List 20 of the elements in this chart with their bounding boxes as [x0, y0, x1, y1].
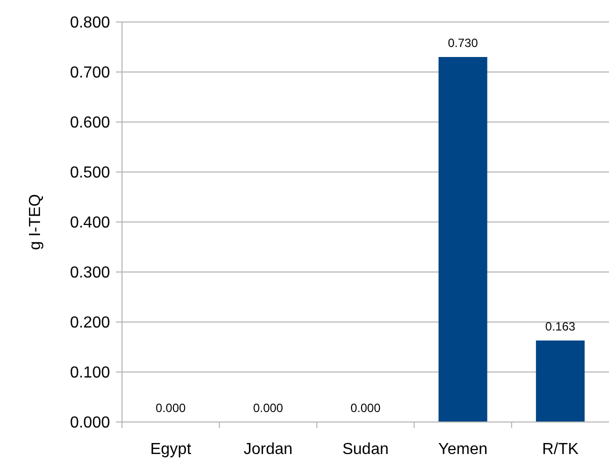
data-label: 0.000 — [253, 401, 284, 415]
y-axis-title: g I-TEQ — [27, 194, 44, 250]
y-tick-label: 0.000 — [70, 414, 110, 432]
y-tick-label: 0.200 — [70, 314, 110, 332]
y-tick-label: 0.700 — [70, 64, 110, 82]
data-label: 0.000 — [156, 401, 186, 415]
y-tick-label: 0.600 — [70, 114, 110, 132]
x-tick-label: Jordan — [244, 441, 293, 458]
y-tick-label: 0.500 — [70, 164, 110, 182]
x-tick-label: Egypt — [150, 441, 192, 458]
data-label: 0.163 — [545, 320, 576, 334]
data-label: 0.000 — [350, 401, 381, 415]
y-tick-label: 0.400 — [70, 214, 110, 232]
x-tick-label: Yemen — [438, 441, 488, 458]
y-tick-label: 0.800 — [70, 14, 110, 32]
y-tick-label: 0.300 — [70, 264, 110, 282]
x-tick-label: Sudan — [342, 441, 389, 458]
data-label: 0.730 — [448, 36, 478, 50]
x-tick-label: R/TK — [542, 441, 579, 458]
y-tick-label: 0.100 — [70, 364, 110, 382]
